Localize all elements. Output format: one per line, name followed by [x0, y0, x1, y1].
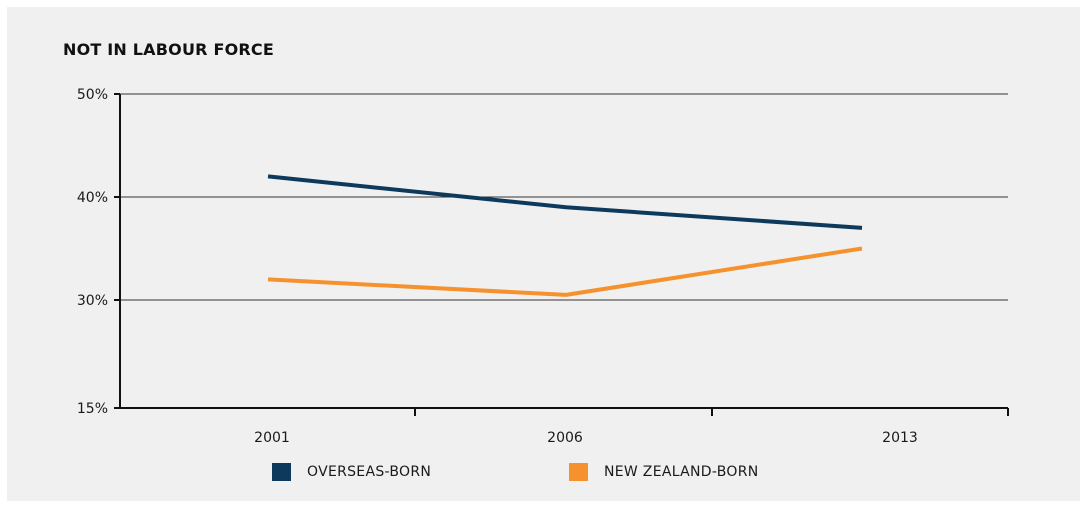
y-tick-label-50: 50%	[77, 87, 108, 103]
legend-swatch-new-zealand-born	[569, 463, 588, 481]
series-line-new-zealand-born	[267, 246, 863, 297]
y-tick-label-30: 30%	[77, 293, 108, 309]
series-lines	[267, 174, 863, 297]
gridlines	[120, 93, 1008, 301]
y-tick-label-15: 15%	[77, 401, 108, 417]
axes	[114, 93, 1009, 416]
chart-title: NOT IN LABOUR FORCE	[63, 40, 274, 59]
y-tick-label-40: 40%	[77, 190, 108, 206]
legend-label-new-zealand-born: NEW ZEALAND-BORN	[604, 464, 759, 480]
legend: OVERSEAS-BORN NEW ZEALAND-BORN	[0, 463, 1088, 483]
chart-panel	[7, 7, 1080, 501]
legend-swatch-overseas-born	[272, 463, 291, 481]
x-tick-label-2013: 2013	[882, 430, 918, 446]
tick-labels: 50% 40% 30% 15% 2001 2006 2013	[77, 87, 918, 446]
series-line-overseas-born	[267, 174, 863, 230]
x-tick-label-2001: 2001	[254, 430, 290, 446]
legend-item-overseas-born: OVERSEAS-BORN	[272, 463, 431, 481]
legend-item-new-zealand-born: NEW ZEALAND-BORN	[569, 463, 759, 481]
legend-label-overseas-born: OVERSEAS-BORN	[307, 464, 432, 480]
x-tick-label-2006: 2006	[547, 430, 583, 446]
